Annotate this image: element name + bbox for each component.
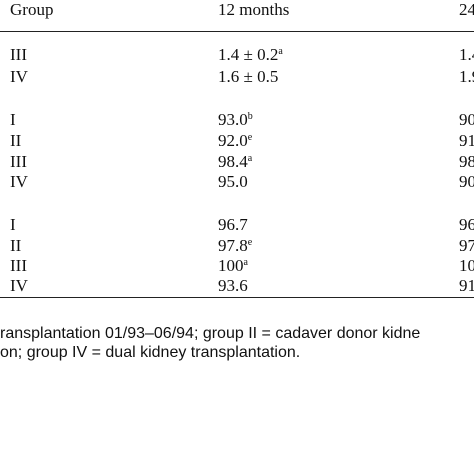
table-cell-group: III bbox=[10, 152, 27, 171]
table-footnote-line-2: on; group IV = dual kidney transplantati… bbox=[0, 344, 301, 361]
table-cell-12-months: 95.0 bbox=[218, 172, 248, 191]
table-cell-12-months: 92.0e bbox=[218, 131, 253, 150]
table-cell-12-months: 93.0b bbox=[218, 110, 253, 129]
table-cell-group: III bbox=[10, 45, 27, 64]
table-cell-24-months: 10 bbox=[459, 256, 474, 275]
table-footnote-line-1: ransplantation 01/93–06/94; group II = c… bbox=[0, 325, 421, 342]
table-cell-12-months: 96.7 bbox=[218, 215, 248, 234]
table-cell-24-months: 98 bbox=[459, 152, 474, 171]
table-cell-24-months: 96 bbox=[459, 215, 474, 234]
table-cell-12-months: 98.4a bbox=[218, 152, 253, 171]
table-cell-group: IV bbox=[10, 172, 28, 191]
column-header-group: Group bbox=[10, 0, 54, 19]
table-cell-12-months: 1.6 ± 0.5 bbox=[218, 67, 279, 86]
table-cell-12-months: 100a bbox=[218, 256, 248, 275]
table-cell-24-months: 90 bbox=[459, 172, 474, 191]
column-header-12-months: 12 months bbox=[218, 0, 290, 19]
table-cell-group: I bbox=[10, 215, 16, 234]
table-cell-12-months: 93.6 bbox=[218, 276, 248, 295]
table-cell-group: I bbox=[10, 110, 16, 129]
table-cell-24-months: 90 bbox=[459, 110, 474, 129]
table-cell-12-months: 1.4 ± 0.2a bbox=[218, 45, 283, 64]
header-rule bbox=[0, 31, 474, 32]
table-cell-12-months: 97.8e bbox=[218, 236, 253, 255]
table-cell-24-months: 91 bbox=[459, 131, 474, 150]
table-cell-24-months: 91 bbox=[459, 276, 474, 295]
table-cell-group: II bbox=[10, 131, 22, 150]
bottom-rule bbox=[0, 297, 474, 298]
table-cell-group: II bbox=[10, 236, 22, 255]
table-cell-group: IV bbox=[10, 67, 28, 86]
table-cell-24-months: 1.9 bbox=[459, 67, 474, 86]
column-header-24: 24 bbox=[459, 0, 474, 19]
table-cell-group: IV bbox=[10, 276, 28, 295]
table-cell-24-months: 97 bbox=[459, 236, 474, 255]
table-cell-24-months: 1.4 bbox=[459, 45, 474, 64]
table-cell-group: III bbox=[10, 256, 27, 275]
